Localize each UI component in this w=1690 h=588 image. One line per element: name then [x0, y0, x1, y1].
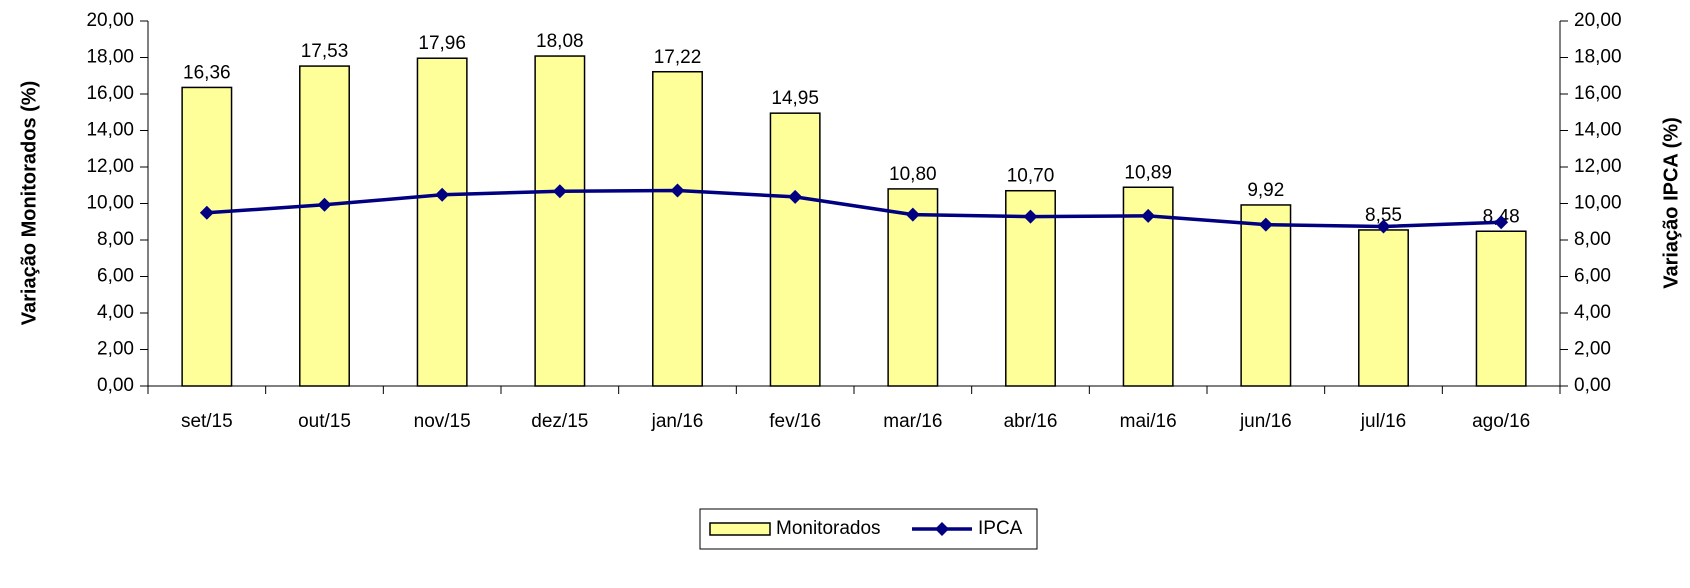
marker [317, 197, 332, 212]
y2-tick-label: 16,00 [1574, 83, 1622, 104]
y2-tick-label: 18,00 [1574, 47, 1622, 68]
marker [1258, 217, 1273, 232]
bar [887, 188, 939, 387]
x-tick-label: set/15 [181, 411, 233, 432]
bar [652, 70, 703, 387]
value-label: 9,92 [1247, 180, 1284, 201]
value-label: 10,80 [889, 164, 937, 185]
bar [1475, 230, 1527, 387]
y-tick-label: 12,00 [86, 156, 134, 177]
x-tick-label: nov/15 [414, 411, 471, 432]
x-tick-label: out/15 [298, 411, 351, 432]
value-label: 16,36 [183, 62, 231, 83]
marker [1023, 209, 1038, 224]
x-tick-label: abr/16 [1004, 411, 1058, 432]
marker [1141, 208, 1156, 223]
y2-tick-label: 8,00 [1574, 229, 1611, 250]
value-label: 18,08 [536, 31, 584, 52]
marker [552, 184, 567, 199]
y-tick-label: 2,00 [97, 339, 134, 360]
bar [1358, 229, 1409, 387]
marker [199, 205, 214, 220]
x-tick-label: ago/16 [1472, 411, 1530, 432]
marker [1376, 219, 1391, 234]
x-tick-label: mai/16 [1120, 411, 1177, 432]
value-label: 17,96 [418, 33, 466, 54]
legend-marker [935, 522, 949, 536]
y-tick-label: 8,00 [97, 229, 134, 250]
value-label: 10,70 [1007, 166, 1055, 187]
value-label: 17,22 [654, 47, 702, 68]
y-tick-label: 18,00 [86, 47, 134, 68]
bar [1240, 204, 1292, 387]
y-tick-label: 16,00 [86, 83, 134, 104]
bar [416, 57, 468, 387]
y-tick-label: 4,00 [97, 302, 134, 323]
legend-label: Monitorados [776, 518, 881, 539]
y2-axis-label: Variação IPCA (%) [1660, 117, 1682, 289]
marker [788, 189, 803, 204]
y2-tick-label: 2,00 [1574, 339, 1611, 360]
y2-tick-label: 12,00 [1574, 156, 1622, 177]
legend-swatch [709, 522, 771, 536]
bar [181, 86, 233, 387]
x-tick-label: jan/16 [651, 411, 704, 432]
y-tick-label: 14,00 [86, 120, 134, 141]
x-tick-label: fev/16 [769, 411, 821, 432]
x-tick-label: jun/16 [1239, 411, 1292, 432]
marker [670, 183, 685, 198]
y2-tick-label: 6,00 [1574, 266, 1611, 287]
y2-tick-label: 0,00 [1574, 375, 1611, 396]
line [206, 188, 1502, 229]
marker [1494, 215, 1509, 230]
marker [435, 187, 450, 202]
legend-label: IPCA [978, 518, 1023, 539]
y-tick-label: 10,00 [86, 193, 134, 214]
y-tick-label: 6,00 [97, 266, 134, 287]
marker [905, 207, 920, 222]
x-tick-label: dez/15 [531, 411, 588, 432]
y2-tick-label: 10,00 [1574, 193, 1622, 214]
x-tick-label: mar/16 [883, 411, 942, 432]
value-label: 14,95 [771, 88, 819, 109]
value-label: 10,89 [1124, 162, 1172, 183]
y-axis-label: Variação Monitorados (%) [18, 81, 40, 326]
y-tick-label: 0,00 [97, 375, 134, 396]
value-label: 8,55 [1365, 205, 1402, 226]
y2-tick-label: 14,00 [1574, 120, 1622, 141]
value-label: 17,53 [301, 41, 349, 62]
bar [534, 55, 586, 387]
bar [299, 65, 350, 387]
x-tick-label: jul/16 [1360, 411, 1406, 432]
y2-tick-label: 20,00 [1574, 10, 1622, 31]
bar [769, 112, 821, 387]
y-tick-label: 20,00 [86, 10, 134, 31]
y2-tick-label: 4,00 [1574, 302, 1611, 323]
